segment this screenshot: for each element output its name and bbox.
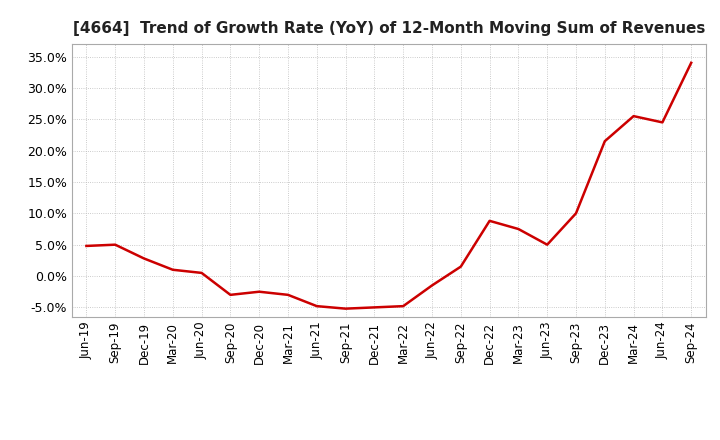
Title: [4664]  Trend of Growth Rate (YoY) of 12-Month Moving Sum of Revenues: [4664] Trend of Growth Rate (YoY) of 12-… xyxy=(73,21,705,36)
